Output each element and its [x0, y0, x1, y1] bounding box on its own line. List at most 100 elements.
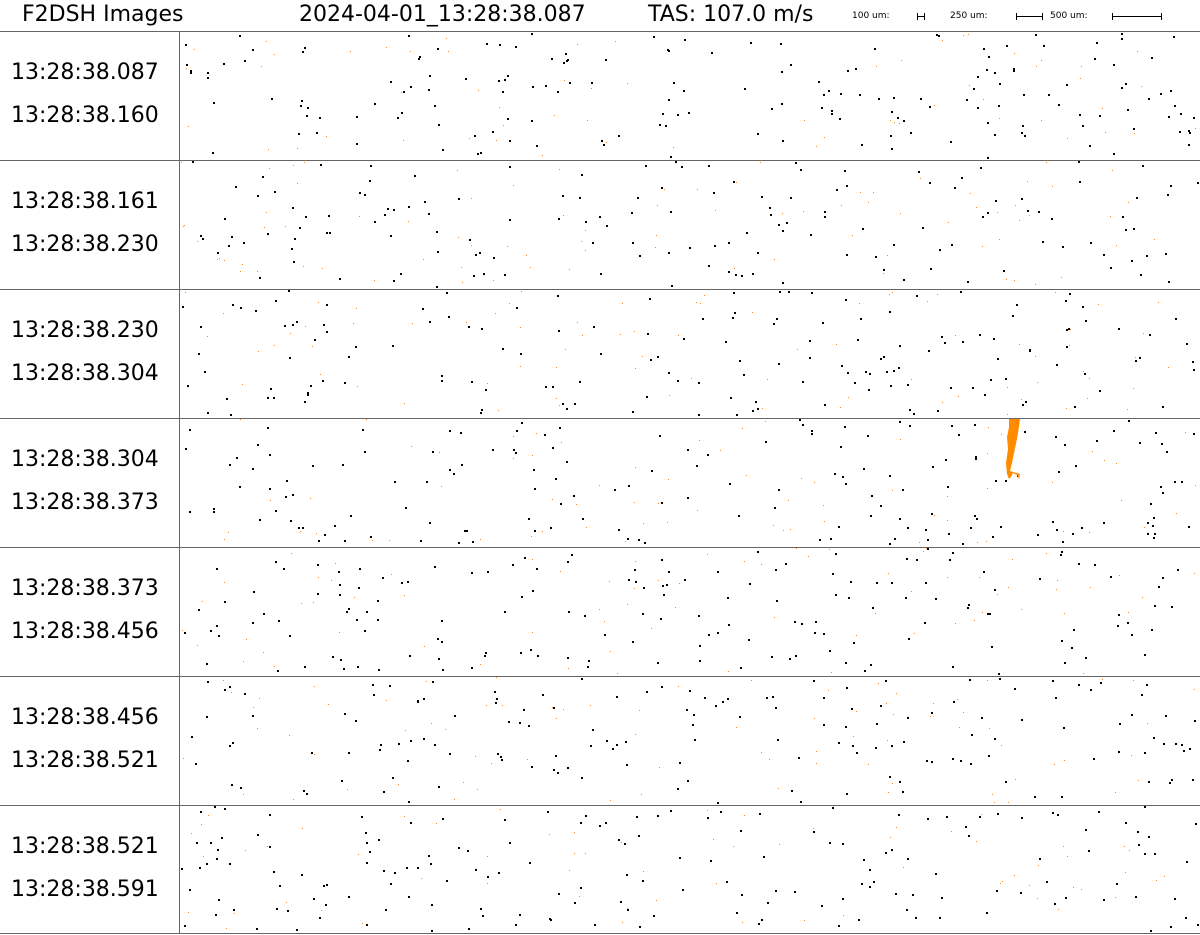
- particle-dot: [1116, 245, 1117, 246]
- particle-dot: [720, 450, 721, 451]
- particle-dot: [738, 515, 740, 517]
- particle-dot: [516, 430, 518, 432]
- particle-dot: [863, 468, 865, 470]
- particle-dot: [889, 776, 891, 778]
- particle-dot: [1127, 109, 1129, 111]
- particle-dot: [576, 504, 577, 505]
- particle-dot: [861, 144, 863, 146]
- particle-dot: [326, 304, 328, 306]
- particle-dot: [1078, 161, 1080, 163]
- particle-dot: [461, 464, 463, 466]
- particle-dot: [1072, 533, 1074, 535]
- particle-dot: [579, 381, 581, 383]
- particle-dot: [876, 582, 878, 584]
- particle-dot: [485, 652, 487, 654]
- particle-dot: [1121, 87, 1123, 89]
- particle-dot: [983, 571, 985, 573]
- particle-dot: [242, 384, 243, 385]
- particle-dot: [537, 655, 539, 657]
- particle-dot: [646, 691, 648, 693]
- particle-dot: [577, 322, 578, 323]
- particle-dot: [778, 363, 780, 365]
- particle-dot: [545, 386, 547, 388]
- particle-dot: [286, 902, 287, 903]
- particle-dot: [198, 353, 200, 355]
- particle-dot: [840, 93, 842, 95]
- particle-dot: [401, 582, 403, 584]
- particle-dot: [207, 72, 209, 74]
- particle-dot: [429, 75, 431, 77]
- particle-dot: [781, 71, 783, 73]
- particle-dot: [523, 709, 525, 711]
- particle-dot: [1139, 442, 1141, 444]
- particle-dot: [1038, 865, 1039, 866]
- particle-dot: [909, 425, 911, 427]
- particle-dot: [1006, 279, 1007, 280]
- particle-dot: [1073, 887, 1074, 888]
- particle-dot: [1174, 481, 1176, 483]
- image-strip: 13:28:38.304 13:28:38.373: [0, 418, 1200, 547]
- particle-dot: [519, 914, 521, 916]
- particle-dot: [847, 70, 849, 72]
- particle-dot: [992, 536, 994, 538]
- particle-dot: [465, 78, 467, 80]
- particle-dot: [267, 427, 269, 429]
- particle-dot: [1113, 430, 1115, 432]
- particle-dot: [635, 581, 637, 583]
- particle-speckle: [182, 290, 1195, 416]
- particle-dot: [480, 152, 482, 154]
- particle-dot: [650, 359, 652, 361]
- particle-dot: [717, 632, 719, 634]
- particle-dot: [322, 380, 324, 382]
- particle-dot: [256, 928, 258, 930]
- particle-dot: [889, 311, 891, 313]
- particle-dot: [1084, 373, 1086, 375]
- particle-dot: [669, 395, 670, 396]
- particle-dot: [683, 338, 685, 340]
- particle-dot: [239, 486, 241, 488]
- particle-dot: [311, 752, 313, 754]
- particle-dot: [386, 47, 387, 48]
- particle-dot: [434, 105, 436, 107]
- particle-dot: [378, 669, 380, 671]
- particle-dot: [912, 894, 914, 896]
- particle-dot: [982, 246, 983, 247]
- particle-dot: [742, 428, 743, 429]
- particle-dot: [432, 681, 434, 683]
- particle-dot: [634, 569, 636, 571]
- particle-dot: [618, 529, 620, 531]
- particle-dot: [891, 148, 893, 150]
- particle-dot: [846, 793, 848, 795]
- particle-dot: [661, 187, 663, 189]
- particle-dot: [302, 527, 304, 529]
- particle-dot: [555, 478, 557, 480]
- particle-dot: [993, 338, 995, 340]
- particle-dot: [313, 602, 314, 603]
- particle-dot: [959, 727, 960, 728]
- particle-dot: [775, 569, 777, 571]
- particle-dot: [369, 180, 371, 182]
- particle-dot: [292, 324, 294, 326]
- particle-dot: [216, 858, 218, 860]
- particle-dot: [961, 177, 963, 179]
- particle-dot: [1118, 614, 1120, 616]
- particle-dot: [925, 582, 927, 584]
- particle-dot: [880, 705, 882, 707]
- particle-dot: [599, 825, 601, 827]
- particle-dot: [848, 397, 849, 398]
- image-strip: 13:28:38.521 13:28:38.591: [0, 805, 1200, 934]
- particle-dot: [774, 259, 775, 260]
- particle-dot: [875, 613, 876, 614]
- particle-dot: [1137, 51, 1138, 52]
- particle-dot: [824, 211, 826, 213]
- particle-dot: [636, 816, 638, 818]
- strip-end-time: 13:28:38.456: [11, 619, 159, 644]
- particle-dot: [195, 763, 197, 765]
- particle-dot: [741, 275, 743, 277]
- particle-dot: [878, 683, 879, 684]
- particle-dot: [645, 165, 647, 167]
- particle-dot: [999, 678, 1001, 680]
- particle-dot: [462, 282, 463, 283]
- particle-dot: [569, 269, 570, 270]
- particle-dot: [442, 669, 444, 671]
